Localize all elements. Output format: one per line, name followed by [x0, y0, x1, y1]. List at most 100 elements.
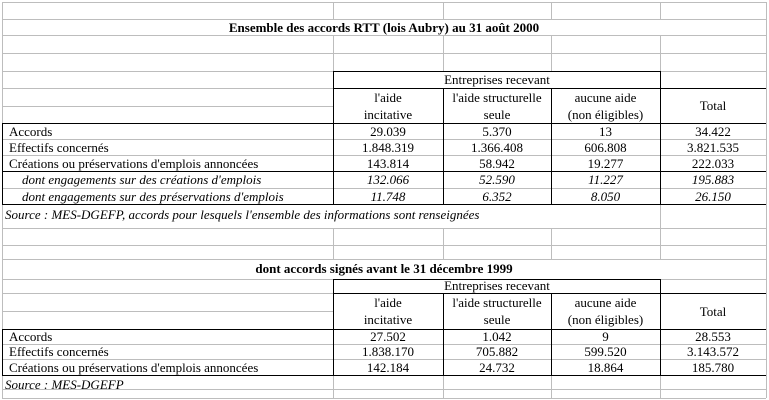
- gridline-vertical: [766, 2, 767, 398]
- gridline-horizontal: [2, 188, 766, 189]
- cell-value: 3.143.572: [687, 344, 739, 359]
- gridline-vertical: [551, 2, 552, 19]
- table-border-vertical: [443, 88, 444, 205]
- gridline-vertical: [660, 375, 661, 398]
- gridline-vertical: [443, 35, 444, 71]
- gridline-horizontal: [2, 35, 766, 36]
- table-border-horizontal: [2, 123, 766, 124]
- row-label: Créations ou préservations d'emplois ann…: [9, 360, 259, 375]
- row-label: dont engagements sur des préservations d…: [22, 189, 284, 204]
- table-border-horizontal: [2, 375, 766, 376]
- column-header-line: (non éligibles): [567, 312, 644, 327]
- cell-value: 52.590: [479, 172, 515, 187]
- cell-value: 26.150: [695, 189, 731, 204]
- gridline-vertical: [333, 35, 334, 71]
- table-border-horizontal: [333, 293, 766, 294]
- row-label: Créations ou préservations d'emplois ann…: [9, 156, 259, 171]
- cell-value: 143.814: [366, 156, 410, 171]
- row-label: Accords: [9, 329, 53, 344]
- table2-column-header: aucune aide (non éligibles): [552, 294, 659, 329]
- column-header-line: (non éligibles): [567, 107, 644, 122]
- table-border-vertical: [443, 293, 444, 376]
- gridline-vertical: [660, 2, 661, 19]
- gridline-horizontal: [2, 359, 766, 360]
- table2-column-header: l'aide structurelle seule: [444, 294, 550, 329]
- gridline-horizontal: [2, 389, 766, 390]
- cell-value: 222.033: [691, 156, 735, 171]
- column-header-line: incitative: [363, 312, 413, 327]
- gridline-horizontal: [2, 155, 766, 156]
- gridline-vertical: [333, 228, 334, 259]
- gridline-vertical: [443, 228, 444, 259]
- cell-value: 3.821.535: [687, 140, 739, 155]
- cell-value: 9: [602, 329, 609, 344]
- table1-column-header: l'aide structurelle seule: [444, 89, 550, 123]
- table2-column-header: l'aide incitative: [334, 294, 442, 329]
- cell-value: 34.422: [695, 124, 731, 139]
- row-label: Accords: [9, 124, 53, 139]
- table-border-vertical: [333, 71, 334, 205]
- table-border-vertical: [2, 329, 3, 376]
- table1-group-header: Entreprises recevant: [444, 72, 550, 87]
- cell-value: 18.864: [587, 360, 624, 375]
- gridline-horizontal: [2, 259, 766, 260]
- cell-value: 195.883: [691, 172, 735, 187]
- cell-value: 1.838.170: [362, 344, 414, 359]
- cell-value: 5.370: [482, 124, 512, 139]
- cell-value: 8.050: [590, 189, 621, 204]
- table-border-horizontal: [2, 329, 766, 330]
- table-border-vertical: [660, 71, 661, 205]
- gridline-vertical: [443, 375, 444, 398]
- gridline-horizontal: [2, 311, 333, 312]
- gridline-horizontal: [2, 53, 766, 54]
- table-border-horizontal: [2, 204, 766, 205]
- cell-value: 19.277: [587, 156, 624, 171]
- cell-value: 606.808: [584, 140, 627, 155]
- table-border-horizontal: [333, 88, 766, 89]
- table-border-horizontal: [2, 171, 766, 172]
- table-border-horizontal: [333, 279, 660, 280]
- gridline-horizontal: [2, 139, 766, 140]
- column-header-line: incitative: [363, 107, 413, 122]
- table-border-vertical: [333, 279, 334, 376]
- table2-column-header-total: Total: [699, 304, 727, 319]
- gridline-horizontal: [2, 245, 766, 246]
- cell-value: 599.520: [584, 344, 627, 359]
- cell-value: 11.748: [370, 189, 406, 204]
- cell-value: 24.732: [479, 360, 515, 375]
- cell-value: 705.882: [475, 344, 519, 359]
- table-border-horizontal: [333, 71, 660, 72]
- gridline-horizontal: [2, 19, 766, 20]
- table2-title: dont accords signés avant le 31 décembre…: [255, 261, 513, 276]
- table-border-vertical: [660, 279, 661, 376]
- table1-column-header: aucune aide (non éligibles): [552, 89, 659, 123]
- cell-value: 142.184: [366, 360, 410, 375]
- gridline-vertical: [443, 2, 444, 19]
- cell-value: 185.780: [691, 360, 735, 375]
- cell-value: 1.366.408: [471, 140, 523, 155]
- gridline-horizontal: [2, 228, 766, 229]
- row-label: dont engagements sur des créations d'emp…: [22, 172, 262, 187]
- gridline-horizontal: [2, 398, 766, 399]
- column-header-line: l'aide structurelle: [452, 295, 542, 310]
- column-header-line: l'aide: [374, 90, 402, 105]
- column-header-line: seule: [483, 312, 511, 327]
- gridline-horizontal: [2, 71, 333, 72]
- column-header-line: l'aide: [374, 295, 402, 310]
- gridline-horizontal: [2, 344, 766, 345]
- row-label: Effectifs concernés: [9, 344, 109, 359]
- cell-value: 1.042: [482, 329, 512, 344]
- row-label: Effectifs concernés: [9, 140, 109, 155]
- table2-group-header: Entreprises recevant: [444, 278, 550, 293]
- cell-value: 27.502: [370, 329, 406, 344]
- cell-value: 28.553: [695, 329, 731, 344]
- table2-source-note: Source : MES-DGEFP: [5, 377, 124, 392]
- column-header-line: seule: [483, 107, 511, 122]
- cell-value: 132.066: [366, 172, 410, 187]
- gridline-vertical: [551, 35, 552, 71]
- table1-title: Ensemble des accords RTT (lois Aubry) au…: [228, 20, 540, 35]
- column-header-line: aucune aide: [574, 295, 637, 310]
- cell-value: 6.352: [482, 189, 512, 204]
- table1-column-header-total: Total: [699, 98, 727, 113]
